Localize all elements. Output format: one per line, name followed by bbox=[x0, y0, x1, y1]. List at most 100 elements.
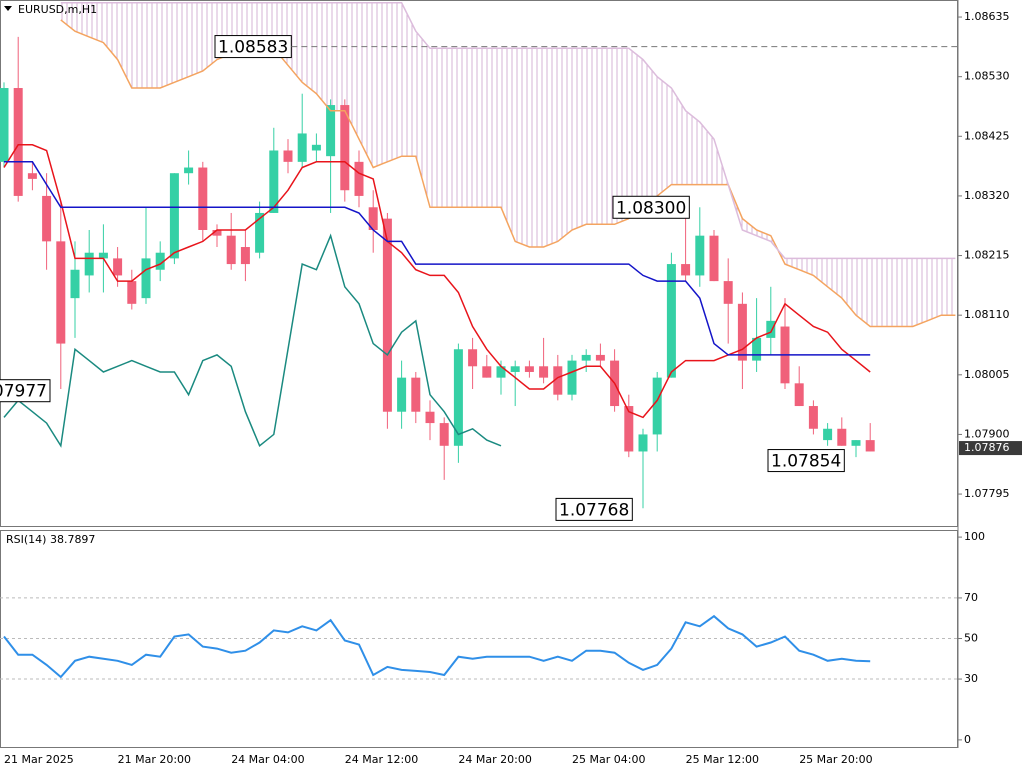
candle-body bbox=[269, 150, 279, 213]
candle-body bbox=[468, 349, 478, 367]
candle-body bbox=[524, 366, 534, 372]
last-price-tag bbox=[959, 441, 1022, 456]
rsi-title: RSI(14) 38.7897 bbox=[6, 533, 95, 546]
rsi-tick-label: 0 bbox=[964, 733, 971, 746]
candle-body bbox=[709, 235, 719, 282]
candle-body bbox=[837, 428, 847, 446]
candle-body bbox=[638, 434, 648, 452]
candle-body bbox=[169, 173, 179, 259]
candle-body bbox=[865, 440, 875, 452]
candle-body bbox=[382, 218, 392, 412]
candle-body bbox=[666, 264, 676, 378]
candle-body bbox=[553, 366, 563, 395]
candle-body bbox=[510, 366, 520, 372]
price-label-box bbox=[0, 379, 51, 403]
x-tick-label: 21 Mar 2025 bbox=[4, 753, 74, 766]
x-tick-label: 25 Mar 12:00 bbox=[686, 753, 759, 766]
price-label-box bbox=[612, 195, 690, 219]
candle-body bbox=[184, 167, 194, 174]
candle-body bbox=[723, 281, 733, 304]
rsi-tick-label: 70 bbox=[964, 591, 978, 604]
candle-body bbox=[354, 161, 364, 196]
candle-body bbox=[539, 366, 549, 378]
candle-body bbox=[141, 258, 151, 299]
candle-body bbox=[56, 241, 66, 344]
candle-body bbox=[155, 252, 165, 270]
indicator-line bbox=[60, 2, 956, 260]
x-tick-label: 25 Mar 04:00 bbox=[572, 753, 645, 766]
indicator-line bbox=[3, 233, 502, 448]
rsi-line bbox=[3, 614, 871, 679]
candle-body bbox=[283, 150, 293, 162]
candle-body bbox=[98, 252, 108, 259]
x-tick-label: 24 Mar 20:00 bbox=[458, 753, 531, 766]
candle-body bbox=[368, 207, 378, 230]
candle-body bbox=[482, 366, 492, 378]
price-label: 1.07768 bbox=[559, 500, 629, 520]
candle-body bbox=[581, 354, 591, 361]
candle-body bbox=[851, 440, 861, 446]
candle-body bbox=[652, 377, 662, 435]
y-tick-label: 1.08425 bbox=[964, 129, 1010, 142]
candle-body bbox=[496, 366, 506, 378]
candle-body bbox=[439, 423, 449, 446]
candle-body bbox=[595, 354, 605, 361]
indicator-line bbox=[4, 161, 871, 356]
indicator-line bbox=[3, 144, 871, 419]
candle-body bbox=[0, 88, 9, 162]
candle-body bbox=[113, 258, 123, 276]
candle-body bbox=[624, 406, 634, 452]
candle-body bbox=[27, 173, 37, 179]
y-tick-label: 1.08530 bbox=[964, 70, 1010, 83]
candle-body bbox=[13, 88, 23, 196]
candle-body bbox=[411, 377, 421, 412]
candle-body bbox=[766, 320, 776, 338]
x-tick-label: 25 Mar 20:00 bbox=[799, 753, 872, 766]
ichimoku-cloud bbox=[60, 2, 956, 327]
price-label: 1.07854 bbox=[771, 452, 841, 472]
candle-body bbox=[808, 406, 818, 429]
rsi-tick-label: 30 bbox=[964, 672, 978, 685]
candle-body bbox=[70, 269, 80, 299]
candle-body bbox=[226, 235, 236, 265]
candle-body bbox=[567, 360, 577, 395]
candle-body bbox=[794, 383, 804, 407]
y-tick-label: 1.07795 bbox=[964, 487, 1010, 500]
candle-body bbox=[752, 337, 762, 361]
y-tick-label: 1.08110 bbox=[964, 308, 1010, 321]
candle-body bbox=[198, 167, 208, 230]
price-label: 1.07977 bbox=[0, 382, 47, 402]
candle-body bbox=[297, 133, 307, 162]
y-tick-label: 1.08635 bbox=[964, 10, 1010, 23]
candle-body bbox=[681, 264, 691, 276]
price-label: 1.08300 bbox=[616, 198, 686, 218]
candle-body bbox=[397, 377, 407, 412]
price-label-box bbox=[767, 449, 845, 473]
candle-body bbox=[240, 247, 250, 265]
candle-body bbox=[695, 235, 705, 276]
y-tick-label: 1.08215 bbox=[964, 249, 1010, 262]
rsi-tick-label: 50 bbox=[964, 631, 978, 644]
candle-body bbox=[42, 195, 52, 242]
candle-body bbox=[453, 349, 463, 446]
indicator-line bbox=[60, 19, 956, 328]
symbol-menu-arrow[interactable] bbox=[4, 6, 12, 11]
candle-body bbox=[84, 252, 94, 276]
candle-body bbox=[823, 428, 833, 441]
candle-body bbox=[326, 105, 336, 157]
x-tick-label: 24 Mar 04:00 bbox=[231, 753, 304, 766]
candle-body bbox=[737, 303, 747, 361]
candle-body bbox=[127, 281, 137, 304]
x-tick-label: 24 Mar 12:00 bbox=[345, 753, 418, 766]
candle-body bbox=[311, 144, 321, 151]
y-tick-label: 1.07900 bbox=[964, 427, 1010, 440]
candle-body bbox=[425, 411, 435, 424]
price-label-box bbox=[555, 497, 633, 521]
chart-title: EURUSD,m,H1 bbox=[18, 3, 97, 16]
x-tick-label: 21 Mar 20:00 bbox=[118, 753, 191, 766]
rsi-tick-label: 100 bbox=[964, 530, 985, 543]
y-tick-label: 1.08320 bbox=[964, 189, 1010, 202]
price-label: 1.08583 bbox=[218, 38, 288, 58]
